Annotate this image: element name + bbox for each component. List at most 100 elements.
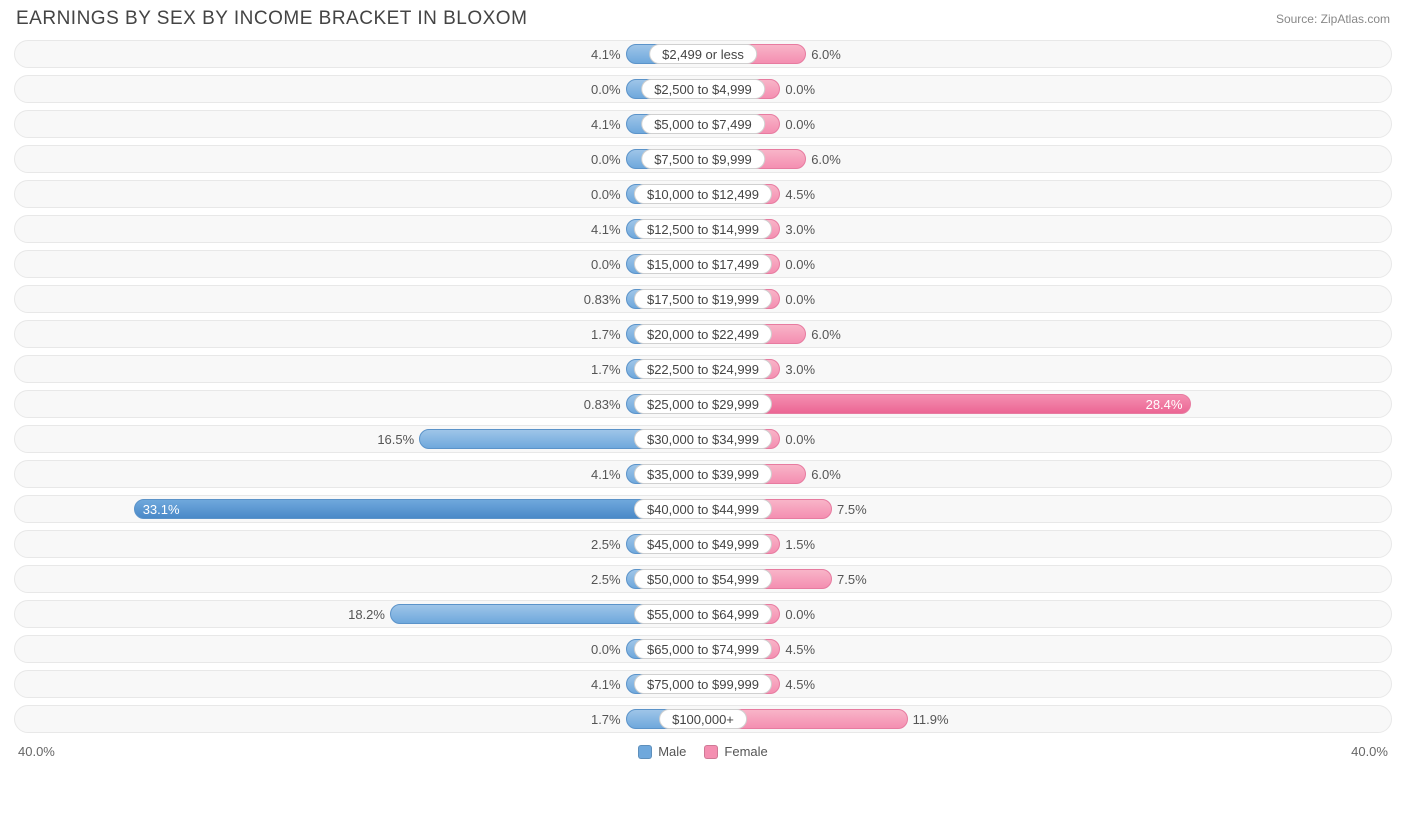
axis-max-left: 40.0% [18,744,55,759]
chart-source: Source: ZipAtlas.com [1276,12,1390,26]
row-right-half: 6.0% [703,461,1391,487]
legend: Male Female [638,744,768,759]
chart-row: 1.7% 3.0% $22,500 to $24,999 [14,355,1392,383]
male-bar: 33.1% [134,499,703,519]
legend-female-swatch [704,745,718,759]
male-pct-label: 0.0% [591,187,627,202]
male-pct-label: 16.5% [377,432,420,447]
chart-row: 0.0% 4.5% $10,000 to $12,499 [14,180,1392,208]
row-left-half: 0.0% [15,181,703,207]
male-pct-label: 4.1% [591,222,627,237]
female-pct-label: 4.5% [779,677,815,692]
row-right-half: 0.0% [703,426,1391,452]
female-pct-label: 0.0% [779,607,815,622]
female-pct-label: 7.5% [831,572,867,587]
female-pct-label: 6.0% [805,467,841,482]
male-pct-label: 18.2% [348,607,391,622]
row-right-half: 3.0% [703,356,1391,382]
row-right-half: 4.5% [703,181,1391,207]
row-left-half: 0.0% [15,251,703,277]
male-pct-label: 1.7% [591,362,627,377]
male-pct-label: 0.0% [591,82,627,97]
bracket-label: $55,000 to $64,999 [634,604,772,624]
chart-row: 0.0% 4.5%$65,000 to $74,999 [14,635,1392,663]
female-pct-label: 0.0% [779,257,815,272]
female-pct-label: 3.0% [779,222,815,237]
bracket-label: $25,000 to $29,999 [634,394,772,414]
row-left-half: 4.1% [15,216,703,242]
chart-row: 4.1% 6.0% $35,000 to $39,999 [14,460,1392,488]
row-right-half: 1.5% [703,531,1391,557]
row-right-half: 7.5% [703,566,1391,592]
bracket-label: $50,000 to $54,999 [634,569,772,589]
bracket-label: $75,000 to $99,999 [634,674,772,694]
row-right-half: 6.0% [703,321,1391,347]
axis-max-right: 40.0% [1351,744,1388,759]
row-left-half: 4.1% [15,671,703,697]
row-right-half: 0.0% [703,111,1391,137]
row-left-half: 0.0% [15,636,703,662]
male-pct-label: 4.1% [591,677,627,692]
bracket-label: $5,000 to $7,499 [641,114,765,134]
female-pct-label: 6.0% [805,47,841,62]
row-left-half: 0.83% [15,391,703,417]
bracket-label: $2,499 or less [649,44,757,64]
female-bar: 28.4% [703,394,1191,414]
male-pct-label: 4.1% [591,467,627,482]
row-left-half: 16.5% [15,426,703,452]
male-pct-label: 0.0% [591,257,627,272]
chart-row: 0.0% 0.0% $2,500 to $4,999 [14,75,1392,103]
chart-row: 0.83% 28.4% $25,000 to $29,999 [14,390,1392,418]
legend-male-label: Male [658,744,686,759]
female-pct-label: 4.5% [779,187,815,202]
chart-row: 4.1%6.0%$2,499 or less [14,40,1392,68]
row-right-half: 4.5% [703,636,1391,662]
legend-male-swatch [638,745,652,759]
female-pct-label: 11.9% [907,712,949,727]
chart-row: 16.5%0.0%$30,000 to $34,999 [14,425,1392,453]
bracket-label: $7,500 to $9,999 [641,149,765,169]
male-pct-label: 33.1% [135,502,188,517]
male-pct-label: 0.83% [584,292,627,307]
bracket-label: $10,000 to $12,499 [634,184,772,204]
bracket-label: $45,000 to $49,999 [634,534,772,554]
female-pct-label: 0.0% [779,82,815,97]
bracket-label: $100,000+ [659,709,747,729]
chart-row: 4.1% 4.5% $75,000 to $99,999 [14,670,1392,698]
male-pct-label: 0.0% [591,642,627,657]
female-pct-label: 6.0% [805,152,841,167]
chart-row: 1.7% 11.9% $100,000+ [14,705,1392,733]
legend-male: Male [638,744,686,759]
row-right-half: 0.0% [703,76,1391,102]
bracket-label: $65,000 to $74,999 [634,639,772,659]
row-right-half: 4.5% [703,671,1391,697]
row-left-half: 0.0% [15,76,703,102]
female-pct-label: 1.5% [779,537,815,552]
bracket-label: $35,000 to $39,999 [634,464,772,484]
chart-row: 0.0%6.0%$7,500 to $9,999 [14,145,1392,173]
row-left-half: 0.83% [15,286,703,312]
bracket-label: $2,500 to $4,999 [641,79,765,99]
row-right-half: 6.0% [703,146,1391,172]
row-left-half: 4.1% [15,111,703,137]
chart-row: 33.1%7.5%$40,000 to $44,999 [14,495,1392,523]
row-left-half: 1.7% [15,706,703,732]
female-pct-label: 28.4% [1138,397,1191,412]
chart-row: 2.5%1.5%$45,000 to $49,999 [14,530,1392,558]
chart-header: EARNINGS BY SEX BY INCOME BRACKET IN BLO… [0,0,1406,40]
chart-title: EARNINGS BY SEX BY INCOME BRACKET IN BLO… [16,8,527,30]
female-pct-label: 0.0% [779,117,815,132]
bracket-label: $22,500 to $24,999 [634,359,772,379]
female-pct-label: 6.0% [805,327,841,342]
row-right-half: 0.0% [703,601,1391,627]
male-pct-label: 1.7% [591,327,627,342]
bracket-label: $20,000 to $22,499 [634,324,772,344]
female-pct-label: 3.0% [779,362,815,377]
row-right-half: 3.0% [703,216,1391,242]
chart-footer: 40.0% Male Female 40.0% [0,740,1406,759]
bracket-label: $15,000 to $17,499 [634,254,772,274]
chart-row: 4.1% 0.0% $5,000 to $7,499 [14,110,1392,138]
chart-row: 4.1%3.0%$12,500 to $14,999 [14,215,1392,243]
row-left-half: 4.1% [15,461,703,487]
female-pct-label: 0.0% [779,432,815,447]
